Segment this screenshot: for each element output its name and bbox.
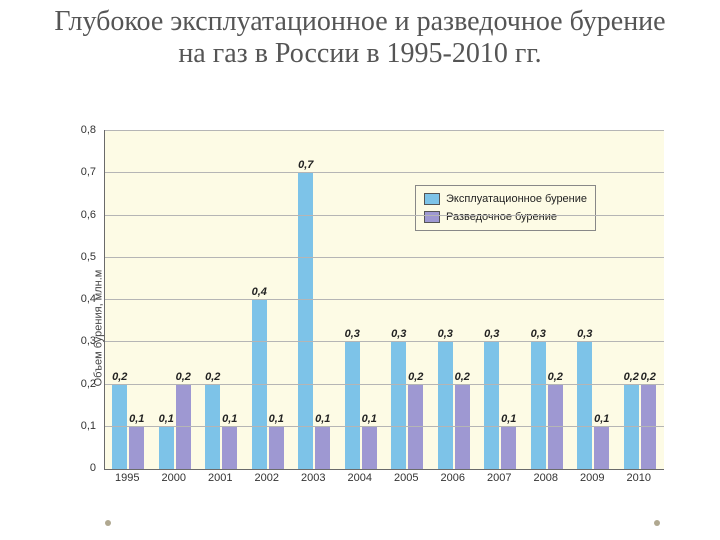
grid-line <box>105 172 664 173</box>
y-tick: 0,3 <box>66 335 96 347</box>
decoration-bullet <box>105 520 111 526</box>
legend-label: Эксплуатационное бурение <box>446 193 587 205</box>
bar-value-label: 0,3 <box>332 328 372 340</box>
y-tick: 0,6 <box>66 209 96 221</box>
legend-swatch <box>424 211 440 223</box>
bar-value-label: 0,1 <box>256 413 296 425</box>
bar-value-label: 0,3 <box>518 328 558 340</box>
bar-value-label: 0,2 <box>535 371 575 383</box>
grid-line <box>105 215 664 216</box>
legend-swatch <box>424 193 440 205</box>
plot-area: 0,2 0,1 0,1 0,2 0,2 0,1 0,4 0,1 0,7 0,1 0,3 0,1 0,3 0… <box>104 130 664 470</box>
bar <box>484 342 499 469</box>
legend-item: Разведочное бурение <box>424 208 587 226</box>
grid-line <box>105 426 664 427</box>
bar-value-label: 0,3 <box>379 328 419 340</box>
legend: Эксплуатационное бурение Разведочное буре… <box>415 185 596 231</box>
x-tick: 2007 <box>487 472 511 484</box>
bar-value-label: 0,2 <box>100 371 140 383</box>
bar-value-label: 0,3 <box>565 328 605 340</box>
bar <box>455 385 470 470</box>
x-tick: 2005 <box>394 472 418 484</box>
bar-value-label: 0,3 <box>472 328 512 340</box>
bar <box>641 385 656 470</box>
page-title: Глубокое эксплуатационное и разведочное … <box>0 0 720 74</box>
bar-value-label: 0,1 <box>349 413 389 425</box>
decoration-bullet <box>654 520 660 526</box>
bar <box>129 427 144 469</box>
bar <box>577 342 592 469</box>
bar-value-label: 0,4 <box>239 286 279 298</box>
bar-value-label: 0,2 <box>193 371 233 383</box>
x-tick: 2000 <box>162 472 186 484</box>
grid-line <box>105 384 664 385</box>
bar-value-label: 0,2 <box>396 371 436 383</box>
bar-value-label: 0,3 <box>425 328 465 340</box>
grid-line <box>105 299 664 300</box>
x-ticks: 1995 2000 2001 2002 2003 2004 2005 2006 2007 2008… <box>104 472 664 492</box>
grid-line <box>105 257 664 258</box>
legend-item: Эксплуатационное бурение <box>424 190 587 208</box>
y-tick: 0,5 <box>66 251 96 263</box>
y-tick: 0,7 <box>66 166 96 178</box>
y-tick: 0,8 <box>66 124 96 136</box>
bar <box>205 385 220 470</box>
bar <box>391 342 406 469</box>
bar <box>315 427 330 469</box>
y-ticks: 00,10,20,30,40,50,60,70,8 <box>70 130 100 470</box>
bar-value-label: 0,1 <box>489 413 529 425</box>
bar <box>438 342 453 469</box>
bar <box>222 427 237 469</box>
y-tick: 0,4 <box>66 293 96 305</box>
bar <box>501 427 516 469</box>
grid-line <box>105 341 664 342</box>
bar <box>176 385 191 470</box>
x-tick: 2008 <box>534 472 558 484</box>
bar-value-label: 0,1 <box>303 413 343 425</box>
bar <box>548 385 563 470</box>
x-tick: 2006 <box>441 472 465 484</box>
x-tick: 2004 <box>348 472 372 484</box>
bar <box>252 300 267 469</box>
bar <box>408 385 423 470</box>
bar <box>594 427 609 469</box>
x-tick: 2001 <box>208 472 232 484</box>
chart: Объем бурения, млн.м 00,10,20,30,40,50,6… <box>50 130 670 525</box>
grid-line <box>105 130 664 131</box>
y-tick: 0 <box>66 462 96 474</box>
bar <box>362 427 377 469</box>
bar <box>269 427 284 469</box>
bar <box>531 342 546 469</box>
bar-value-label: 0,1 <box>210 413 250 425</box>
bar <box>624 385 639 470</box>
bar-value-label: 0,7 <box>286 159 326 171</box>
x-tick: 2010 <box>627 472 651 484</box>
bar <box>112 385 127 470</box>
y-tick: 0,1 <box>66 420 96 432</box>
bar-value-label: 0,2 <box>442 371 482 383</box>
x-tick: 2003 <box>301 472 325 484</box>
bar-value-label: 0,2 <box>628 371 668 383</box>
y-tick: 0,2 <box>66 378 96 390</box>
legend-label: Разведочное бурение <box>446 211 557 223</box>
x-tick: 2009 <box>580 472 604 484</box>
x-tick: 2002 <box>255 472 279 484</box>
x-tick: 1995 <box>115 472 139 484</box>
bar-value-label: 0,1 <box>582 413 622 425</box>
bar <box>159 427 174 469</box>
bar <box>345 342 360 469</box>
